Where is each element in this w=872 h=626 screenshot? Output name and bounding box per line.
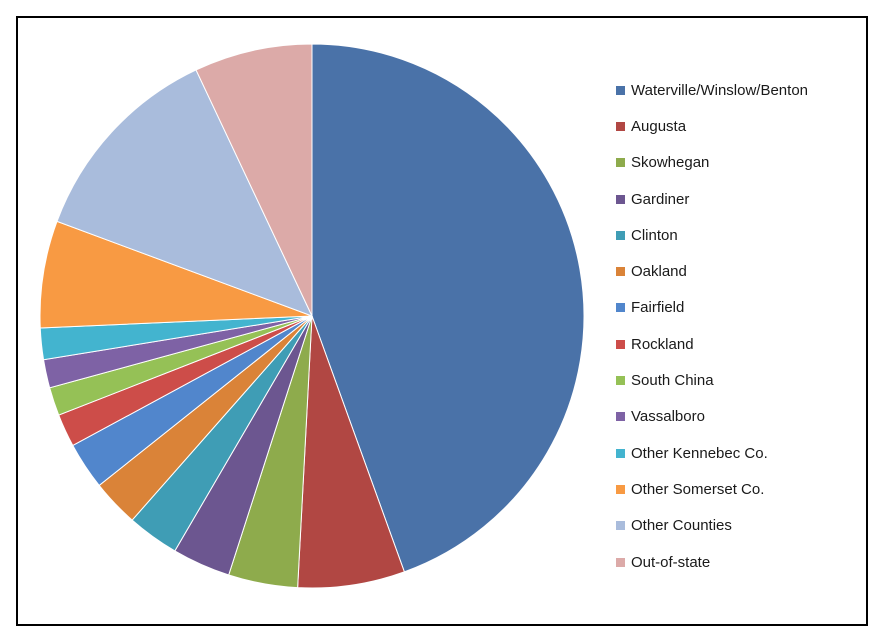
legend-label: South China (631, 372, 714, 390)
legend-item: Vassalboro (616, 399, 870, 435)
legend-label: Out-of-state (631, 553, 711, 571)
legend-item: Clinton (616, 217, 870, 253)
legend-label: Oakland (631, 263, 687, 281)
legend-swatch (616, 303, 625, 313)
legend-swatch (616, 85, 625, 95)
legend-item: Other Kennebec Co. (616, 435, 870, 471)
legend-item: Skowhegan (616, 145, 870, 181)
legend-item: South China (616, 362, 870, 398)
legend-label: Other Counties (631, 517, 732, 535)
legend-label: Rockland (631, 335, 694, 353)
legend-swatch (616, 376, 625, 386)
legend-label: Fairfield (631, 299, 685, 317)
legend-swatch (616, 267, 625, 277)
legend-label: Other Kennebec Co. (631, 444, 768, 462)
legend-label: Skowhegan (631, 154, 710, 172)
legend-item: Gardiner (616, 181, 870, 217)
pie-slice-waterville-winslow-benton (311, 43, 585, 573)
legend-label: Gardiner (631, 190, 690, 208)
legend-item: Rockland (616, 326, 870, 362)
legend-label: Vassalboro (631, 408, 705, 426)
legend-swatch (616, 230, 625, 240)
pie-slice-other-counties (56, 69, 313, 317)
legend-label: Other Somerset Co. (631, 480, 765, 498)
legend-item: Augusta (616, 108, 870, 144)
legend-item: Other Somerset Co. (616, 471, 870, 507)
legend-swatch (616, 484, 625, 494)
legend-item: Fairfield (616, 290, 870, 326)
legend-swatch (616, 158, 625, 168)
chart-legend: Waterville/Winslow/Benton Augusta Skowhega… (616, 72, 870, 580)
legend-swatch (616, 557, 625, 567)
legend-label: Clinton (631, 226, 678, 244)
legend-label: Waterville/Winslow/Benton (631, 81, 809, 99)
legend-swatch (616, 194, 625, 204)
legend-swatch (616, 448, 625, 458)
legend-item: Other Counties (616, 508, 870, 544)
legend-swatch (616, 521, 625, 531)
legend-item: Out-of-state (616, 544, 870, 580)
legend-swatch (616, 121, 625, 131)
legend-label: Augusta (631, 117, 687, 135)
legend-swatch (616, 412, 625, 422)
legend-swatch (616, 339, 625, 349)
pie-slice-out-of-state (195, 43, 313, 317)
legend-item: Waterville/Winslow/Benton (616, 72, 870, 108)
legend-item: Oakland (616, 253, 870, 289)
